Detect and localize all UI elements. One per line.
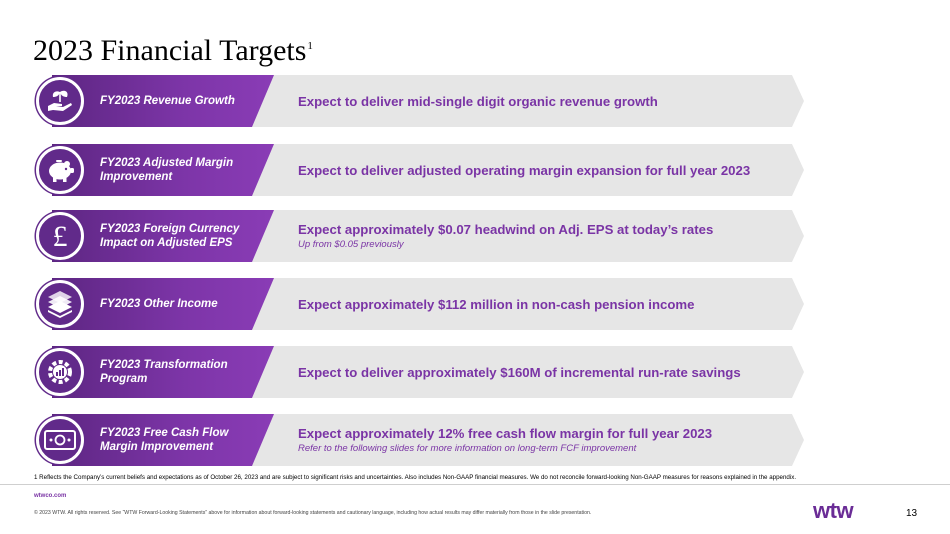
target-banner [240,144,804,196]
banknote-icon [36,416,84,464]
target-description: Expect to deliver approximately $160M of… [298,346,788,398]
target-sub-text: Refer to the following slides for more i… [298,443,637,454]
target-label: FY2023 Free Cash Flow Margin Improvement [100,427,229,453]
target-description: Expect to deliver mid-single digit organ… [298,75,788,127]
target-label-band [52,144,274,196]
target-main-text: Expect to deliver approximately $160M of… [298,364,741,380]
target-row-currency: £ FY2023 Foreign Currency Impact on Adju… [0,210,950,262]
target-main-text: Expect approximately 12% free cash flow … [298,426,713,441]
target-row-margin: FY2023 Adjusted Margin Improvement Expec… [0,144,950,196]
target-label-band [52,278,274,330]
title-footnote-mark: 1 [307,40,313,52]
target-row-revenue: FY2023 Revenue Growth Expect to deliver … [0,75,950,127]
target-description: Expect to deliver adjusted operating mar… [298,144,788,196]
target-label: FY2023 Adjusted Margin Improvement [100,157,234,183]
plant-hand-icon [36,77,84,125]
target-label: FY2023 Other Income [100,298,218,310]
target-banner [240,346,804,398]
target-banner [240,414,804,466]
target-banner [240,75,804,127]
target-label-band [52,75,274,127]
target-main-text: Expect approximately $112 million in non… [298,296,695,312]
target-description: Expect approximately 12% free cash flow … [298,414,788,466]
footer-divider [0,484,950,485]
piggy-bank-icon [36,146,84,194]
target-banner [240,278,804,330]
target-label: FY2023 Transformation Program [100,359,228,385]
target-main-text: Expect to deliver mid-single digit organ… [298,93,658,109]
target-row-other-income: FY2023 Other Income Expect approximately… [0,278,950,330]
target-description: Expect approximately $0.07 headwind on A… [298,210,788,262]
footnote: 1 Reflects the Company’s current beliefs… [34,474,797,481]
title-text: 2023 Financial Targets [33,34,307,67]
company-logo: wtw [813,498,854,523]
target-label: FY2023 Revenue Growth [100,95,235,107]
pound-sign-icon: £ [36,212,84,260]
target-label: FY2023 Foreign Currency Impact on Adjust… [100,223,240,249]
page-number: 13 [906,508,918,519]
target-label-band [52,346,274,398]
target-label-band [52,414,274,466]
target-banner [240,210,804,262]
cash-stack-icon [36,280,84,328]
target-sub-text: Up from $0.05 previously [298,239,404,250]
target-main-text: Expect approximately $0.07 headwind on A… [298,222,714,237]
page-title: 2023 Financial Targets1 [33,34,313,68]
target-label-band [52,210,274,262]
target-row-free-cash-flow: FY2023 Free Cash Flow Margin Improvement… [0,414,950,466]
target-description: Expect approximately $112 million in non… [298,278,788,330]
gear-chart-icon [36,348,84,396]
svg-text:£: £ [53,220,68,252]
website-link[interactable]: wtwco.com [34,493,67,499]
target-row-transformation: FY2023 Transformation Program Expect to … [0,346,950,398]
copyright-text: © 2023 WTW. All rights reserved. See “WT… [34,510,592,516]
target-main-text: Expect to deliver adjusted operating mar… [298,162,751,178]
